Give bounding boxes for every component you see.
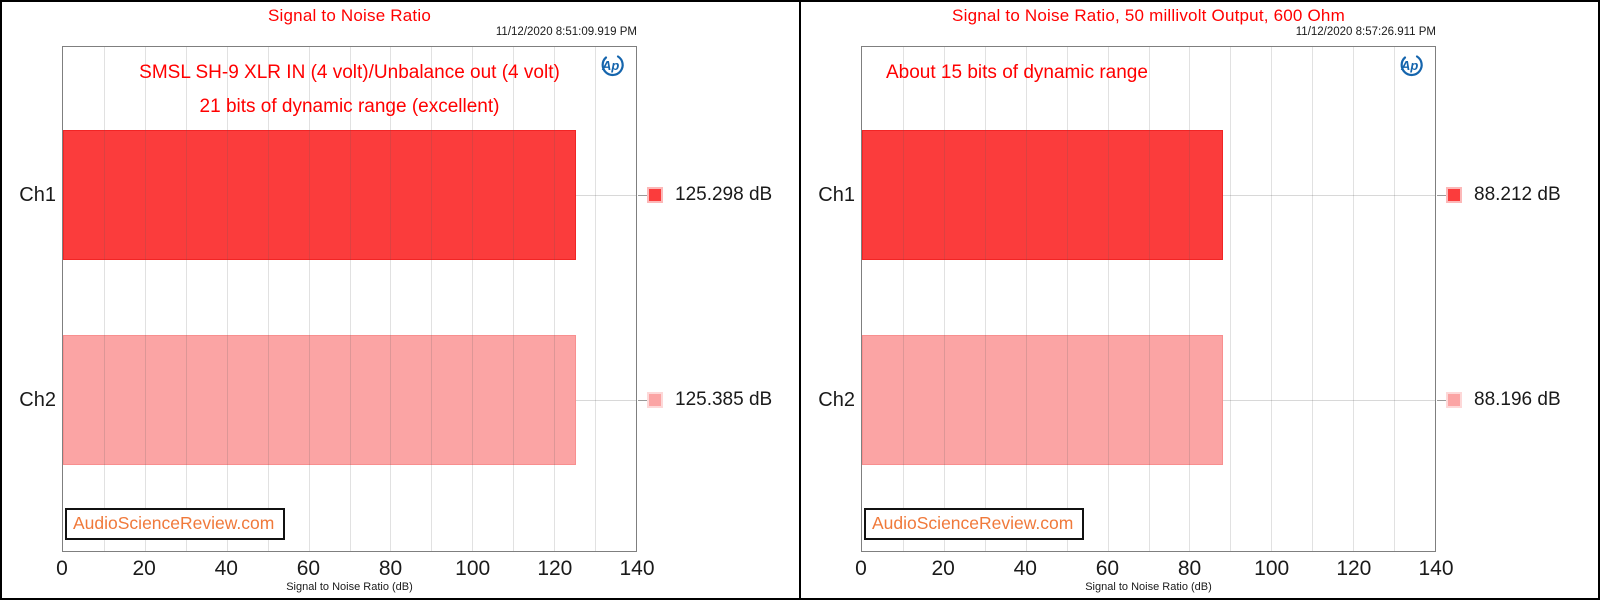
x-gridline (1312, 47, 1314, 551)
x-tick-label: 40 (1013, 557, 1037, 580)
plot-area: SMSL SH-9 XLR IN (4 volt)/Unbalance out … (62, 46, 637, 552)
y-category-label: Ch2 (19, 389, 56, 412)
bar-ch1 (862, 129, 1224, 261)
x-gridline (984, 47, 986, 551)
x-gridline (1189, 47, 1191, 551)
x-gridline (595, 47, 597, 551)
audio-precision-logo-icon: Ap (599, 53, 627, 84)
x-gridline (185, 47, 187, 551)
x-tick-label: 20 (931, 557, 955, 580)
x-gridline (1066, 47, 1068, 551)
measurement-timestamp: 11/12/2020 8:57:26.911 PM (1295, 26, 1436, 38)
x-gridline (1271, 47, 1273, 551)
legend-swatch-ch1 (1446, 186, 1462, 203)
legend-swatch-ch1 (647, 186, 663, 203)
x-gridline (1353, 47, 1355, 551)
x-gridline (943, 47, 945, 551)
svg-text:Ap: Ap (601, 58, 619, 73)
x-tick-label: 0 (56, 557, 68, 580)
x-tick-label: 80 (378, 557, 403, 580)
watermark-badge: AudioScienceReview.com (864, 508, 1085, 540)
x-gridline (144, 47, 146, 551)
x-gridline (103, 47, 105, 551)
y-category-label: Ch1 (818, 183, 855, 206)
x-gridline (308, 47, 310, 551)
legend-value-label: 125.298 dB (675, 183, 773, 205)
annotation-block: SMSL SH-9 XLR IN (4 volt)/Unbalance out … (63, 56, 636, 124)
x-gridline (226, 47, 228, 551)
annotation-line: SMSL SH-9 XLR IN (4 volt)/Unbalance out … (139, 62, 560, 83)
watermark-badge: AudioScienceReview.com (65, 508, 286, 540)
annotation-line: About 15 bits of dynamic range (886, 62, 1148, 83)
x-gridline (513, 47, 515, 551)
x-gridline (431, 47, 433, 551)
x-tick-label: 100 (1254, 557, 1290, 580)
x-gridline (349, 47, 351, 551)
y-category-label: Ch2 (818, 389, 855, 412)
x-tick-label: 140 (1418, 557, 1454, 580)
x-gridline (267, 47, 269, 551)
bar-ch1 (63, 129, 576, 261)
audio-precision-logo-icon: Ap (1398, 53, 1426, 84)
legend-swatch-ch2 (647, 392, 663, 409)
bar-ch2 (63, 334, 577, 466)
measurement-timestamp: 11/12/2020 8:51:09.919 PM (495, 26, 637, 38)
x-gridline (1394, 47, 1396, 551)
x-tick-label: 120 (1336, 557, 1372, 580)
x-tick-label: 40 (214, 557, 238, 580)
legend-tick (1437, 400, 1446, 402)
x-gridline (1230, 47, 1232, 551)
x-tick-label: 100 (455, 557, 491, 580)
legend-swatch-ch2 (1446, 392, 1462, 409)
annotation-block: About 15 bits of dynamic range (862, 56, 1435, 90)
y-category-label: Ch1 (19, 183, 56, 206)
svg-text:Ap: Ap (1400, 58, 1418, 73)
x-tick-label: 80 (1177, 557, 1202, 580)
legend-tick (1437, 194, 1446, 196)
bar-ch2 (862, 334, 1223, 466)
snr-panel-headphone-out: Signal to Noise Ratio, 50 millivolt Outp… (801, 2, 1598, 598)
legend-value-label: 125.385 dB (675, 389, 773, 411)
snr-panel-xlr: Signal to Noise Ratio 11/12/2020 8:51:09… (2, 2, 801, 598)
x-tick-label: 20 (132, 557, 156, 580)
legend-tick (638, 400, 647, 402)
x-gridline (390, 47, 392, 551)
x-gridline (1025, 47, 1027, 551)
legend-value-label: 88.196 dB (1474, 389, 1561, 411)
legend-value-label: 88.212 dB (1474, 183, 1561, 205)
x-tick-label: 140 (619, 557, 655, 580)
x-gridline (1148, 47, 1150, 551)
x-tick-label: 0 (855, 557, 867, 580)
x-gridline (472, 47, 474, 551)
x-tick-label: 120 (537, 557, 573, 580)
x-tick-label: 60 (1095, 557, 1120, 580)
x-gridline (554, 47, 556, 551)
x-gridline (902, 47, 904, 551)
x-axis-title: Signal to Noise Ratio (dB) (1085, 581, 1212, 593)
x-gridline (1107, 47, 1109, 551)
legend-tick (638, 194, 647, 196)
chart-title: Signal to Noise Ratio, 50 millivolt Outp… (952, 6, 1345, 25)
plot-area: About 15 bits of dynamic range Ap AudioS… (861, 46, 1436, 552)
chart-title: Signal to Noise Ratio (268, 6, 431, 25)
x-axis-title: Signal to Noise Ratio (dB) (286, 581, 413, 593)
x-tick-label: 60 (296, 557, 321, 580)
annotation-line: 21 bits of dynamic range (excellent) (199, 96, 500, 117)
